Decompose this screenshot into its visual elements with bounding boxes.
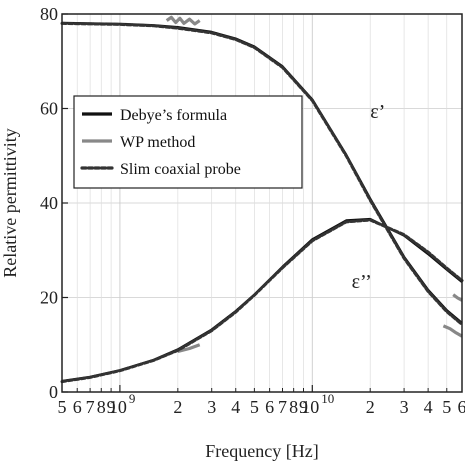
grid — [62, 13, 462, 393]
x-tick-label: 9 — [299, 397, 308, 417]
y-tick-label: 20 — [40, 288, 58, 308]
legend: Debye’s formula WP method Slim coaxial pro… — [73, 95, 303, 189]
x-tick-label: 7 — [86, 397, 95, 417]
curve-annotation: ε’ — [370, 101, 385, 123]
x-major-tick-label: 10 — [109, 397, 127, 417]
legend-label: WP method — [120, 134, 195, 151]
slim-coaxial-probe-imag-line — [60, 218, 464, 384]
wp-method-line — [442, 324, 463, 338]
x-tick-label: 2 — [366, 397, 375, 417]
x-tick-label: 2 — [173, 397, 182, 417]
x-tick-label: 6 — [73, 397, 82, 417]
x-axis-label: Frequency [Hz] — [205, 441, 318, 461]
x-tick-label: 5 — [442, 397, 451, 417]
annotation-layer: ε’ ε’’ — [352, 101, 386, 293]
x-tick-label: 4 — [424, 397, 433, 417]
slim-coaxial-probe-real-line — [60, 21, 464, 326]
y-axis-label: Relative permittivity — [0, 128, 20, 277]
x-tick-label: 7 — [278, 397, 287, 417]
x-tick-label: 6 — [265, 397, 274, 417]
wp-method-line — [452, 293, 463, 302]
y-tick-label: 80 — [40, 4, 58, 24]
y-tick-label: 60 — [40, 99, 58, 119]
debye-s-formula-imag-line — [61, 217, 463, 383]
legend-label: Debye’s formula — [120, 107, 227, 124]
x-major-tick-label: 10 — [301, 397, 319, 417]
y-tick-label: 40 — [40, 193, 58, 213]
x-tick-label: 6 — [458, 397, 465, 417]
x-tick-label: 3 — [400, 397, 409, 417]
x-tick-label: 5 — [58, 397, 67, 417]
x-tick-label: 8 — [97, 397, 106, 417]
legend-label: Slim coaxial probe — [120, 161, 241, 178]
wp-method-line — [165, 15, 201, 26]
wp-method-line — [177, 343, 201, 353]
x-major-tick-exponent: 10 — [321, 391, 334, 406]
x-major-tick-exponent: 9 — [129, 391, 136, 406]
x-tick-label: 9 — [107, 397, 116, 417]
x-tick-label: 8 — [289, 397, 298, 417]
x-tick-label: 4 — [231, 397, 240, 417]
x-tick-label: 5 — [250, 397, 259, 417]
curve-annotation: ε’’ — [352, 271, 372, 293]
y-tick-label: 0 — [49, 382, 58, 402]
x-tick-label: 3 — [207, 397, 216, 417]
series-layer — [60, 15, 464, 384]
